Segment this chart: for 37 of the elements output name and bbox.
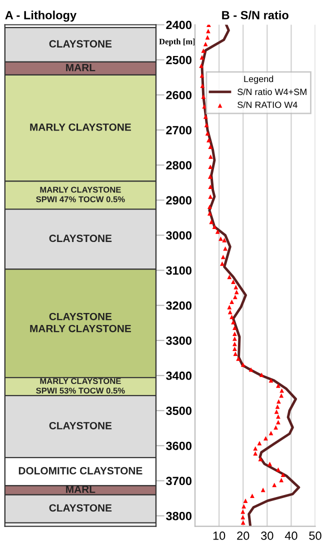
legend-label: S/N ratio W4+SM — [238, 88, 306, 96]
y-tick-label: 3000 — [166, 231, 192, 240]
chart-title: B - S/N ratio — [222, 10, 288, 20]
y-tick-label: 3500 — [166, 406, 192, 416]
y-tick-label: 2700 — [166, 126, 192, 134]
band-label: CLAYSTONE — [49, 504, 112, 512]
y-tick-label: 2600 — [166, 90, 192, 100]
band-label: CLAYSTONE — [49, 234, 112, 242]
y-tick-label: 2800 — [166, 161, 192, 170]
band-label: MARL — [66, 64, 96, 72]
y-tick-label: 3300 — [166, 336, 192, 345]
y-axis-title: Depth [m] — [159, 38, 195, 46]
x-tick-label: 40 — [284, 532, 298, 540]
band-label: MARLY CLAYSTONE SPWI 47% TOCW 0.5% — [36, 186, 125, 202]
x-tick-label: 30 — [261, 532, 274, 540]
y-tick-label: 3400 — [166, 372, 192, 380]
y-tick-label: 2500 — [166, 56, 192, 64]
band-label: CLAYSTONE — [49, 40, 112, 48]
y-tick-label: 3600 — [166, 442, 192, 450]
y-tick-label: 3800 — [166, 512, 192, 520]
band-label: CLAYSTONE — [49, 422, 112, 430]
band-label: DOLOMITIC CLAYSTONE — [18, 467, 142, 474]
band-label: CLAYSTONE MARLY CLAYSTONE — [30, 312, 131, 332]
band-label: MARL — [66, 486, 96, 493]
legend-label: S/N RATIO W4 — [238, 101, 298, 108]
y-tick-label: 2400 — [166, 20, 192, 30]
x-tick-label: 20 — [237, 532, 250, 540]
band-label: MARLY CLAYSTONE — [30, 123, 131, 131]
chart-title: A - Lithology — [5, 10, 76, 22]
x-tick-label: 10 — [213, 532, 226, 540]
y-tick-label: 2900 — [166, 196, 192, 205]
x-tick-label: 50 — [309, 532, 322, 540]
y-tick-label: 3200 — [166, 301, 192, 310]
legend-title: Legend — [244, 76, 274, 84]
y-tick-label: 3100 — [166, 266, 192, 275]
band-label: MARLY CLAYSTONE SPWI 53% TOCW 0.5% — [36, 378, 125, 394]
y-tick-label: 3700 — [166, 476, 192, 486]
